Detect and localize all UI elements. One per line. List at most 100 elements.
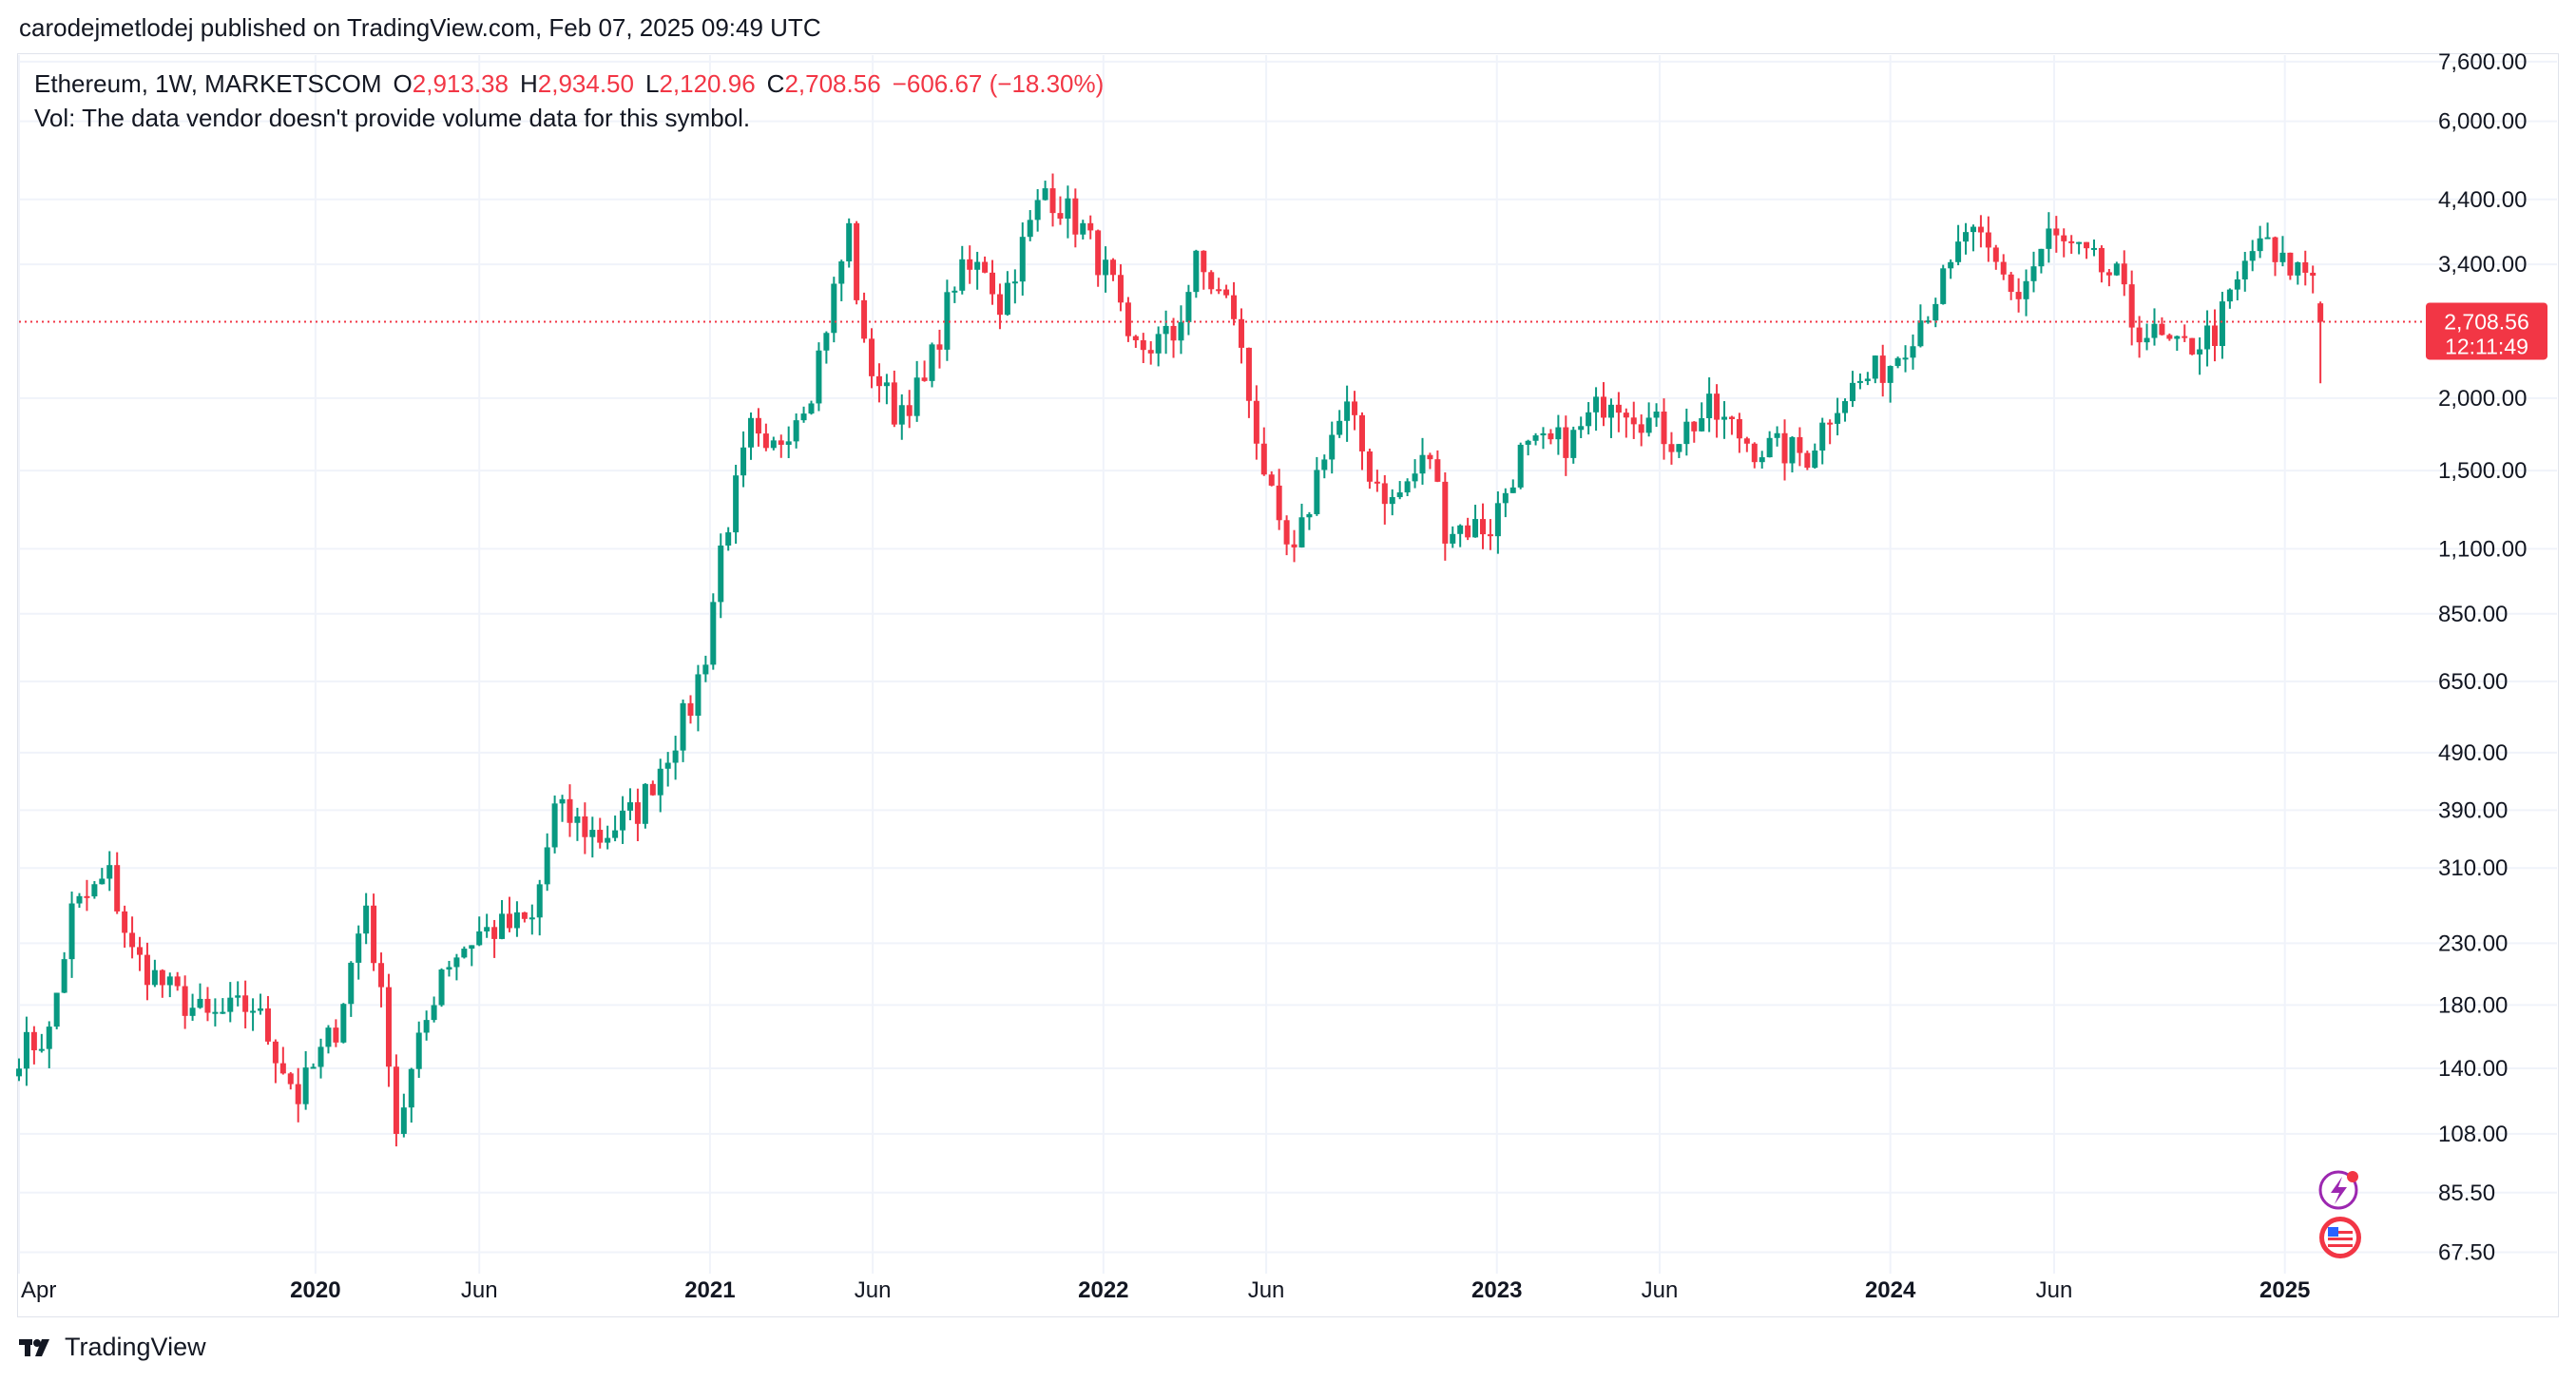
candle-body bbox=[1668, 444, 1675, 452]
candle-body bbox=[2197, 349, 2203, 355]
y-tick-label: 4,400.00 bbox=[2438, 187, 2527, 213]
candle-body bbox=[1465, 525, 1471, 538]
candle-body bbox=[2000, 261, 2007, 275]
candle-body bbox=[793, 420, 799, 442]
candle-body bbox=[415, 1032, 422, 1069]
candle-body bbox=[2257, 238, 2263, 252]
x-tick-label: 2025 bbox=[2259, 1277, 2310, 1303]
candle-body bbox=[1201, 250, 1207, 273]
candle-body bbox=[385, 987, 392, 1067]
candle-body bbox=[567, 798, 573, 823]
candle-body bbox=[1352, 401, 1358, 415]
us-flag-icon[interactable] bbox=[2319, 1217, 2361, 1258]
candle-body bbox=[521, 912, 528, 919]
candle-body bbox=[1856, 380, 1863, 383]
candle-body bbox=[1879, 355, 1886, 383]
candle-body bbox=[1525, 440, 1531, 445]
candle-body bbox=[1298, 517, 1305, 547]
candle-body bbox=[23, 1031, 29, 1069]
candle-body bbox=[1419, 454, 1426, 474]
candle-body bbox=[762, 433, 769, 449]
candle-body bbox=[499, 913, 506, 939]
flash-icon[interactable] bbox=[2318, 1170, 2358, 1210]
candle-body bbox=[174, 976, 181, 987]
y-tick-label: 1,100.00 bbox=[2438, 536, 2527, 562]
candle-body bbox=[333, 1027, 339, 1043]
candle-body bbox=[1065, 198, 1071, 220]
candle-body bbox=[702, 664, 709, 675]
candle-body bbox=[476, 931, 483, 946]
candle-body bbox=[1095, 230, 1102, 276]
candle-body bbox=[831, 283, 837, 334]
candle-body bbox=[212, 1011, 219, 1014]
candle-body bbox=[1872, 355, 1878, 379]
candle-body bbox=[1548, 432, 1554, 440]
candle-body bbox=[1253, 400, 1259, 444]
candle-body bbox=[76, 895, 83, 904]
tradingview-logo[interactable]: TradingView bbox=[19, 1333, 206, 1362]
candle-body bbox=[484, 927, 490, 931]
candle-body bbox=[61, 959, 67, 993]
candle-body bbox=[1586, 412, 1592, 427]
candle-body bbox=[1797, 436, 1803, 453]
candle-body bbox=[2310, 272, 2316, 276]
tradingview-logo-icon bbox=[19, 1338, 49, 1356]
high-value: 2,934.50 bbox=[537, 69, 634, 98]
candle-body bbox=[227, 997, 234, 1012]
bar-countdown: 12:11:49 bbox=[2445, 334, 2528, 358]
candle-body bbox=[317, 1046, 324, 1067]
candle-body bbox=[974, 261, 981, 270]
candle-body bbox=[1314, 470, 1320, 514]
candle-body bbox=[393, 1066, 399, 1134]
candle-body bbox=[1110, 259, 1117, 276]
candle-body bbox=[1140, 340, 1146, 351]
candle-body bbox=[1789, 436, 1796, 464]
candle-body bbox=[725, 532, 732, 546]
candle-body bbox=[1366, 451, 1373, 482]
candle-body bbox=[657, 768, 663, 796]
candle-body bbox=[431, 1005, 437, 1021]
candle-body bbox=[114, 865, 121, 912]
candle-body bbox=[1864, 378, 1871, 381]
candle-body bbox=[1019, 237, 1026, 282]
candle-body bbox=[1977, 226, 1984, 233]
x-tick-label: 2020 bbox=[290, 1277, 340, 1303]
candle-body bbox=[1103, 259, 1109, 276]
candle-body bbox=[1517, 444, 1524, 488]
candle-body bbox=[1940, 268, 1947, 304]
candle-body bbox=[1714, 393, 1721, 420]
candle-body bbox=[2128, 284, 2135, 328]
candle-body bbox=[2249, 251, 2256, 261]
candle-body bbox=[2182, 336, 2188, 338]
candle-body bbox=[446, 967, 452, 970]
candle-body bbox=[785, 441, 792, 445]
candle-body bbox=[1751, 443, 1758, 463]
candle-body bbox=[672, 750, 679, 763]
candle-body bbox=[1231, 295, 1238, 319]
candle-body bbox=[748, 417, 754, 448]
candle-body bbox=[1268, 474, 1275, 486]
last-price-badge: 2,708.56 12:11:49 bbox=[2426, 302, 2547, 360]
candle-body bbox=[2151, 323, 2158, 338]
candle-body bbox=[1563, 427, 1569, 458]
y-tick-label: 3,400.00 bbox=[2438, 252, 2527, 278]
candle-body bbox=[1004, 282, 1010, 316]
candle-body bbox=[1917, 320, 1924, 347]
candle-body bbox=[1509, 487, 1516, 493]
x-tick-label: 2023 bbox=[1471, 1277, 1522, 1303]
candle-body bbox=[687, 702, 694, 716]
y-tick-label: 180.00 bbox=[2438, 992, 2508, 1018]
x-tick-label: 2021 bbox=[684, 1277, 735, 1303]
candle-body bbox=[816, 350, 822, 404]
candle-body bbox=[258, 1008, 264, 1011]
candle-body bbox=[1849, 382, 1855, 402]
y-tick-label: 85.50 bbox=[2438, 1180, 2495, 1206]
candle-body bbox=[2189, 337, 2196, 355]
last-price-value: 2,708.56 bbox=[2444, 309, 2529, 334]
candle-body bbox=[2287, 252, 2294, 276]
candle-body bbox=[1992, 247, 1999, 262]
candle-body bbox=[1653, 412, 1660, 418]
candle-body bbox=[680, 702, 686, 751]
candle-body bbox=[2143, 337, 2150, 343]
